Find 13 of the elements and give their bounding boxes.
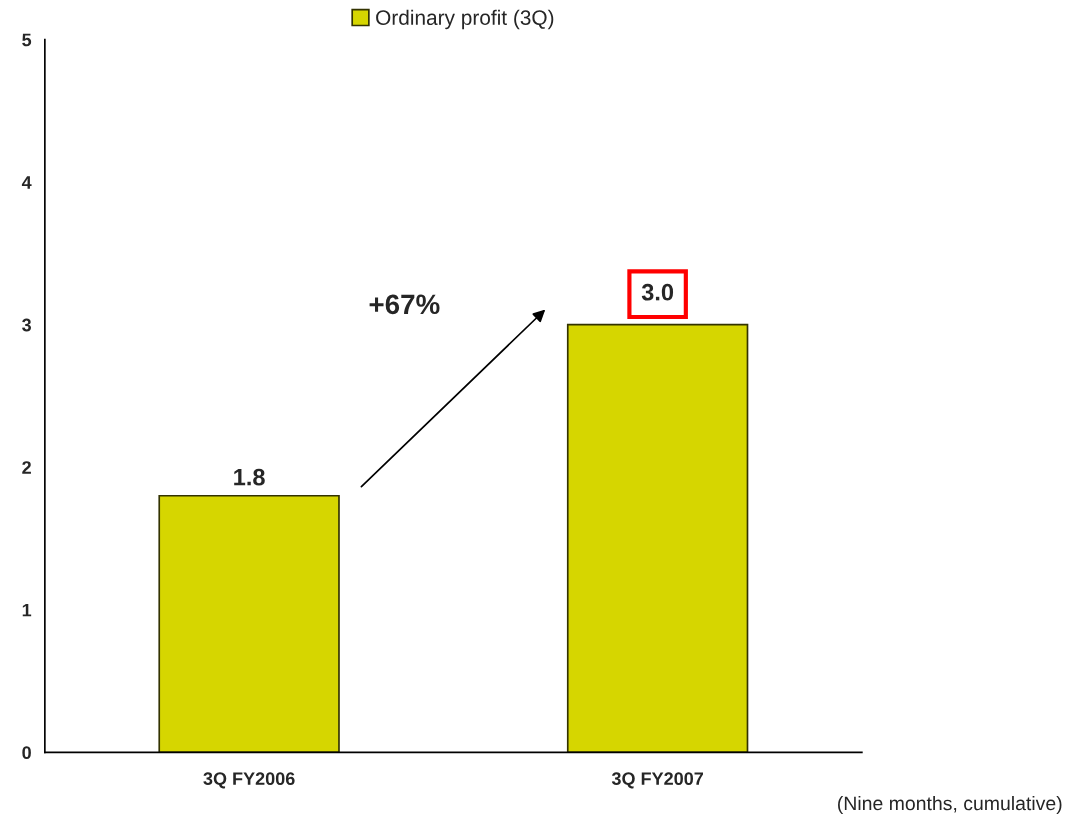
y-tick-label: 4	[21, 176, 32, 189]
y-tick-label: 2	[22, 461, 31, 474]
y-tick-label: 3	[22, 318, 32, 332]
y-tick-label: 5	[22, 33, 32, 47]
text: (Nine months, cumulative)	[838, 795, 1062, 815]
x-tick-label: 3Q FY2006	[203, 772, 295, 789]
data-label: 3.0	[641, 283, 674, 301]
annotation: +67%	[369, 294, 440, 315]
x-tick-label: 3Q FY2007	[611, 772, 703, 789]
y-tick-label: 1	[22, 603, 32, 617]
y-tick-label: 0	[22, 746, 31, 760]
legend-label: Ordinary profit (3Q)	[376, 9, 554, 30]
data-label: 1.8	[234, 468, 265, 486]
